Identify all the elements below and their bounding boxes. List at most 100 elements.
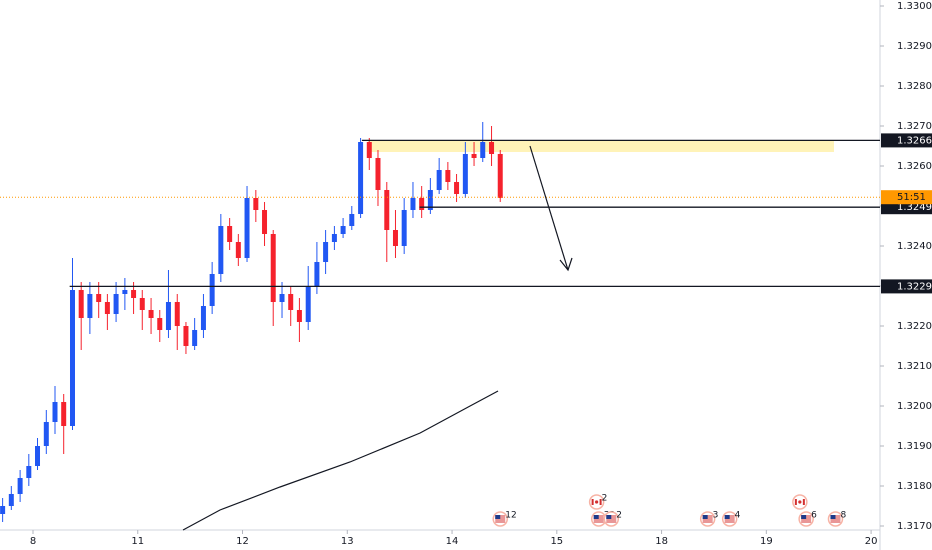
countdown-bg bbox=[881, 190, 932, 205]
level-label: 1.32664 bbox=[897, 135, 932, 146]
y-tick-label: 1.32700 bbox=[897, 121, 932, 132]
level-label: 1.32497 bbox=[897, 202, 932, 213]
y-tick-label: 1.32100 bbox=[897, 361, 932, 372]
candle-body bbox=[262, 210, 268, 234]
arrow bbox=[529, 145, 573, 272]
flag-side bbox=[794, 499, 797, 505]
y-tick-label: 1.31900 bbox=[897, 441, 932, 452]
y-tick-label: 1.32800 bbox=[897, 81, 932, 92]
candle-body bbox=[209, 274, 215, 306]
candle-body bbox=[131, 290, 137, 298]
level-label-bg bbox=[881, 133, 932, 148]
event-count: 12 bbox=[505, 511, 516, 521]
candle-body bbox=[375, 158, 381, 190]
event-icon bbox=[792, 494, 808, 510]
y-tick-label: 1.32900 bbox=[897, 41, 932, 52]
candle-body bbox=[43, 422, 49, 446]
candle-body bbox=[0, 506, 6, 514]
candle-body bbox=[340, 226, 346, 234]
candle-body bbox=[35, 446, 41, 466]
candle-body bbox=[305, 286, 311, 322]
event-icon: 2 bbox=[603, 511, 622, 527]
flag-leaf bbox=[798, 500, 802, 504]
candle-body bbox=[69, 290, 75, 426]
event-icon: 8 bbox=[827, 511, 846, 527]
event-count: 2 bbox=[616, 511, 622, 521]
candle-body bbox=[96, 294, 102, 302]
flag-side bbox=[599, 499, 602, 505]
candle-body bbox=[244, 198, 250, 258]
candle-body bbox=[52, 402, 58, 422]
candle-body bbox=[183, 326, 189, 346]
flag-leaf bbox=[595, 500, 599, 504]
candle-body bbox=[113, 294, 119, 314]
candle-body bbox=[279, 294, 285, 302]
y-tick-label: 1.32200 bbox=[897, 321, 932, 332]
candle-body bbox=[157, 318, 163, 330]
y-tick-label: 1.32000 bbox=[897, 401, 932, 412]
candle-body bbox=[454, 182, 460, 194]
candle-body bbox=[358, 142, 364, 214]
flag-canton bbox=[830, 515, 836, 519]
event-icon: 6 bbox=[798, 511, 817, 527]
flag-canton bbox=[606, 515, 612, 519]
candle-body bbox=[323, 242, 329, 262]
level-label-bg bbox=[881, 279, 932, 294]
candle-body bbox=[235, 242, 241, 258]
y-tick-label: 1.32600 bbox=[897, 161, 932, 172]
candle-body bbox=[445, 170, 451, 182]
flag-canton bbox=[801, 515, 807, 519]
candle-body bbox=[384, 190, 390, 230]
candle-body bbox=[436, 170, 442, 190]
flag-canton bbox=[702, 515, 708, 519]
countdown-label: 51:51 bbox=[897, 192, 926, 203]
flag-side bbox=[802, 499, 805, 505]
event-count: 6 bbox=[811, 511, 817, 521]
x-tick-label: 12 bbox=[236, 536, 249, 547]
candle-body bbox=[392, 230, 398, 246]
candle-body bbox=[314, 262, 320, 286]
event-icon: 4 bbox=[721, 511, 741, 527]
candle-body bbox=[122, 290, 128, 294]
candle-body bbox=[349, 214, 355, 226]
candle-body bbox=[17, 478, 23, 494]
y-tick-label: 1.33000 bbox=[897, 1, 932, 12]
candle-body bbox=[253, 198, 259, 210]
x-tick-label: 13 bbox=[341, 536, 354, 547]
plot: 1223323468 bbox=[0, 122, 880, 531]
candle-body bbox=[471, 154, 477, 158]
x-tick-label: 18 bbox=[655, 536, 668, 547]
candle-body bbox=[296, 310, 302, 322]
candle-body bbox=[218, 226, 224, 274]
candle-body bbox=[165, 302, 171, 330]
x-tick-label: 20 bbox=[865, 536, 878, 547]
candle-body bbox=[497, 154, 503, 198]
candle-body bbox=[480, 142, 486, 158]
candle-body bbox=[87, 294, 93, 318]
event-count: 3 bbox=[713, 511, 719, 521]
candle-body bbox=[104, 302, 110, 314]
flag-side bbox=[591, 499, 594, 505]
x-tick-label: 8 bbox=[30, 536, 36, 547]
candle-body bbox=[462, 154, 468, 194]
candle-body bbox=[489, 142, 495, 154]
flag-canton bbox=[593, 515, 599, 519]
event-count: 2 bbox=[602, 494, 608, 504]
candle-body bbox=[410, 198, 416, 210]
event-icon: 12 bbox=[492, 511, 517, 527]
candle-body bbox=[78, 290, 84, 318]
event-icon: 2 bbox=[588, 494, 608, 510]
flag-canton bbox=[495, 515, 501, 519]
supply-zone bbox=[368, 140, 834, 152]
x-tick-label: 11 bbox=[131, 536, 144, 547]
candle-body bbox=[427, 190, 433, 210]
axis-labels: 1.330001.329001.328001.327001.326001.325… bbox=[30, 1, 932, 547]
candle-body bbox=[331, 234, 337, 242]
candle-body bbox=[139, 298, 145, 310]
x-tick-label: 19 bbox=[760, 536, 773, 547]
event-icon: 3 bbox=[699, 511, 719, 527]
candle-body bbox=[288, 294, 294, 310]
candle-body bbox=[401, 210, 407, 246]
candle-body bbox=[8, 494, 14, 506]
